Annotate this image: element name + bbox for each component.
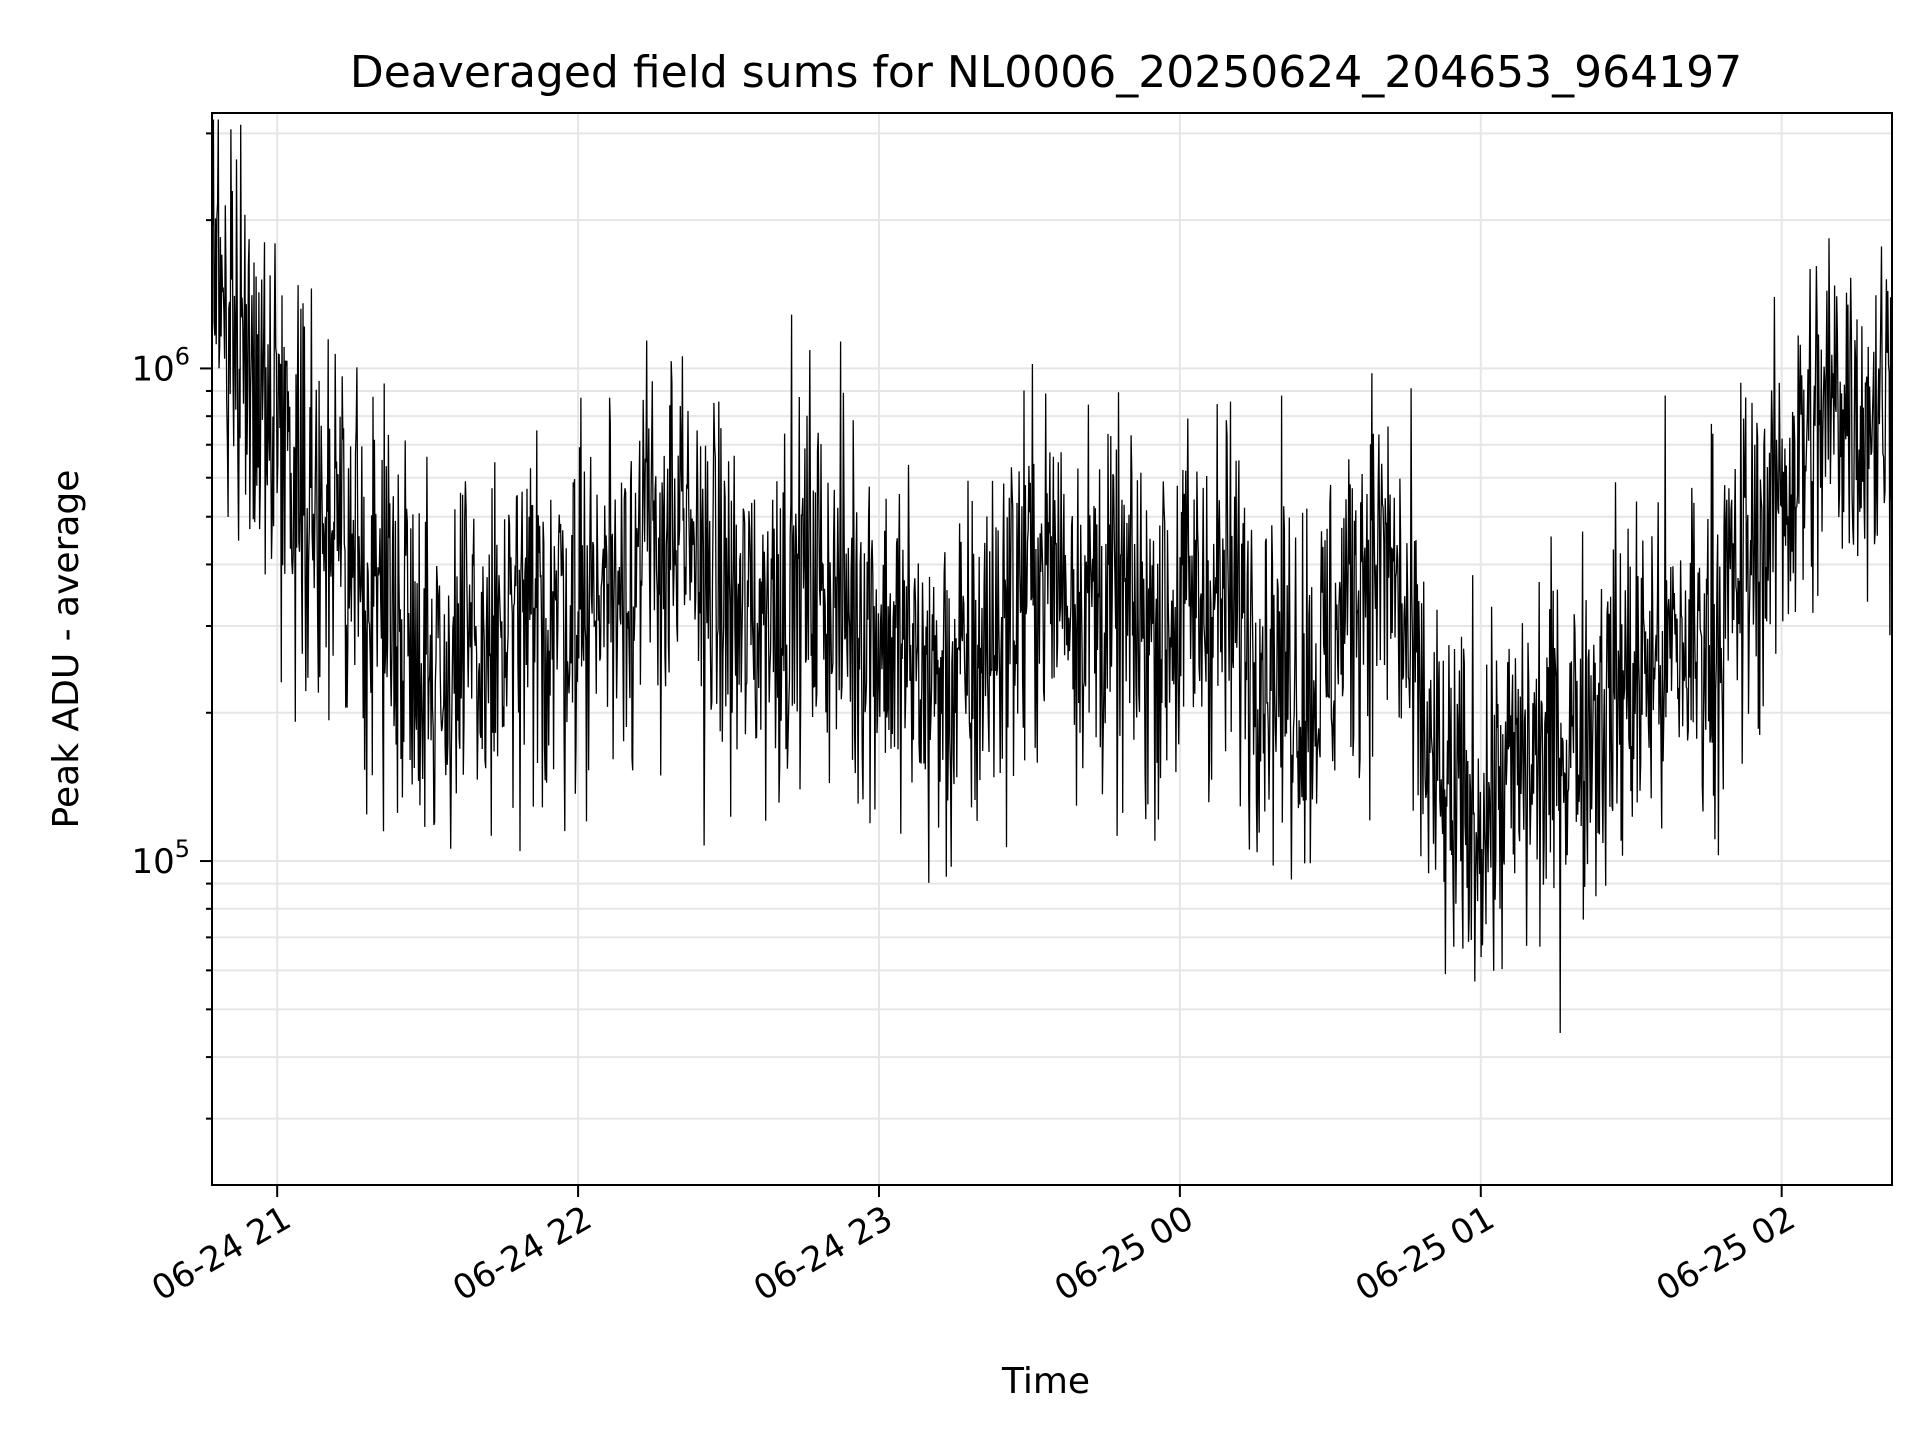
y-tick-base: 10	[131, 349, 174, 389]
chart-title: Deaveraged field sums for NL0006_2025062…	[350, 47, 1742, 98]
y-tick-base: 10	[131, 842, 174, 882]
x-axis-label: Time	[1001, 1361, 1090, 1402]
y-axis-label: Peak ADU - average	[46, 470, 87, 829]
x-tick-label: 06-25 01	[1349, 1198, 1501, 1309]
x-tick-label: 06-24 21	[145, 1198, 297, 1309]
y-tick-exponent: 6	[175, 342, 190, 370]
x-axis: 06-24 21 06-24 22 06-24 23 06-25 00 06-25 01…	[145, 1185, 1802, 1309]
series-line	[211, 119, 1893, 1034]
plot-frame	[211, 112, 1893, 1186]
x-tick-label: 06-24 23	[747, 1198, 899, 1309]
y-tick-label: 105	[131, 835, 190, 882]
series-layer	[211, 119, 1893, 1034]
x-tick-label: 06-25 00	[1048, 1198, 1200, 1309]
x-tick-label: 06-25 02	[1650, 1198, 1802, 1309]
y-tick-exponent: 5	[175, 835, 190, 863]
x-tick-label: 06-24 22	[446, 1198, 598, 1309]
y-tick-label: 106	[131, 342, 190, 389]
